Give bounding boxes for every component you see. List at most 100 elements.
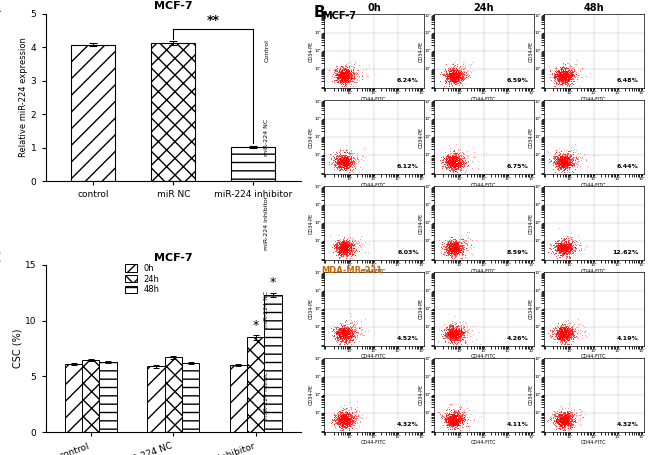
Point bbox=[460, 412, 470, 420]
Point bbox=[337, 68, 348, 76]
Point bbox=[348, 336, 358, 344]
Point bbox=[448, 159, 458, 167]
Point bbox=[553, 240, 564, 247]
Point bbox=[564, 413, 574, 420]
Point bbox=[441, 330, 452, 338]
Point bbox=[333, 419, 344, 426]
Point bbox=[343, 331, 353, 338]
Point bbox=[339, 331, 349, 338]
Point bbox=[348, 332, 359, 339]
Point bbox=[564, 322, 574, 329]
Point bbox=[332, 412, 343, 419]
Point bbox=[337, 418, 347, 425]
Point bbox=[554, 157, 565, 164]
Point bbox=[336, 242, 346, 249]
Point bbox=[447, 419, 458, 426]
Point bbox=[551, 159, 561, 167]
Point bbox=[448, 164, 458, 171]
Point bbox=[455, 162, 465, 169]
Point bbox=[343, 161, 353, 168]
Point bbox=[566, 415, 576, 423]
Point bbox=[453, 76, 463, 84]
Point bbox=[447, 71, 458, 78]
Point bbox=[557, 417, 567, 425]
Point bbox=[448, 415, 458, 422]
Point bbox=[346, 419, 357, 426]
Point bbox=[455, 248, 465, 255]
Point bbox=[333, 67, 344, 74]
Point bbox=[573, 323, 583, 330]
Point bbox=[454, 330, 465, 337]
Point bbox=[350, 158, 360, 166]
Point bbox=[567, 153, 578, 161]
Point bbox=[339, 160, 350, 167]
Point bbox=[560, 71, 571, 79]
Point bbox=[560, 242, 570, 249]
Point bbox=[337, 161, 348, 168]
Point bbox=[562, 69, 573, 76]
Point bbox=[335, 162, 345, 169]
Point bbox=[444, 75, 454, 82]
Point bbox=[553, 67, 564, 75]
Point bbox=[354, 235, 365, 243]
Point bbox=[449, 155, 460, 162]
Point bbox=[450, 66, 460, 73]
Point bbox=[344, 410, 355, 418]
Point bbox=[566, 158, 576, 166]
Point bbox=[341, 68, 351, 76]
Point bbox=[459, 162, 469, 169]
Point bbox=[565, 250, 575, 257]
Point bbox=[451, 67, 462, 75]
Point bbox=[448, 420, 459, 427]
Point bbox=[569, 332, 579, 339]
Point bbox=[557, 326, 567, 334]
Point bbox=[560, 238, 571, 245]
Point bbox=[339, 71, 349, 78]
Point bbox=[556, 238, 567, 246]
Point bbox=[341, 248, 352, 255]
Point bbox=[453, 76, 463, 83]
Point bbox=[340, 336, 350, 344]
Point bbox=[334, 334, 345, 341]
Point bbox=[557, 243, 567, 250]
Point bbox=[444, 162, 454, 170]
Point bbox=[334, 157, 345, 164]
Point bbox=[336, 244, 346, 252]
Point bbox=[333, 415, 344, 423]
Point bbox=[562, 152, 572, 159]
Point bbox=[558, 75, 568, 82]
Point bbox=[339, 74, 350, 81]
Point bbox=[340, 160, 350, 167]
Point bbox=[453, 419, 463, 426]
Point bbox=[332, 74, 343, 81]
Point bbox=[552, 323, 562, 330]
Point bbox=[336, 157, 346, 164]
Point bbox=[344, 412, 355, 419]
Point bbox=[338, 243, 348, 250]
Point bbox=[545, 332, 556, 339]
Point bbox=[458, 331, 469, 339]
Point bbox=[444, 161, 454, 168]
Point bbox=[454, 70, 465, 77]
Point bbox=[556, 423, 566, 430]
Point bbox=[341, 161, 352, 168]
Point bbox=[333, 327, 343, 334]
Point bbox=[552, 419, 563, 426]
Point bbox=[450, 242, 460, 249]
Point bbox=[333, 159, 344, 166]
Point bbox=[447, 246, 458, 253]
Point bbox=[448, 334, 459, 341]
Point bbox=[554, 164, 565, 171]
Point bbox=[444, 419, 454, 426]
Point bbox=[439, 325, 450, 332]
Point bbox=[341, 421, 352, 428]
Point bbox=[445, 157, 455, 164]
Point bbox=[565, 243, 575, 250]
Point bbox=[558, 241, 568, 248]
Point bbox=[344, 242, 354, 249]
Point bbox=[571, 334, 582, 341]
Point bbox=[445, 334, 456, 341]
Point bbox=[556, 415, 567, 422]
Point bbox=[563, 418, 573, 425]
Point bbox=[450, 165, 460, 172]
